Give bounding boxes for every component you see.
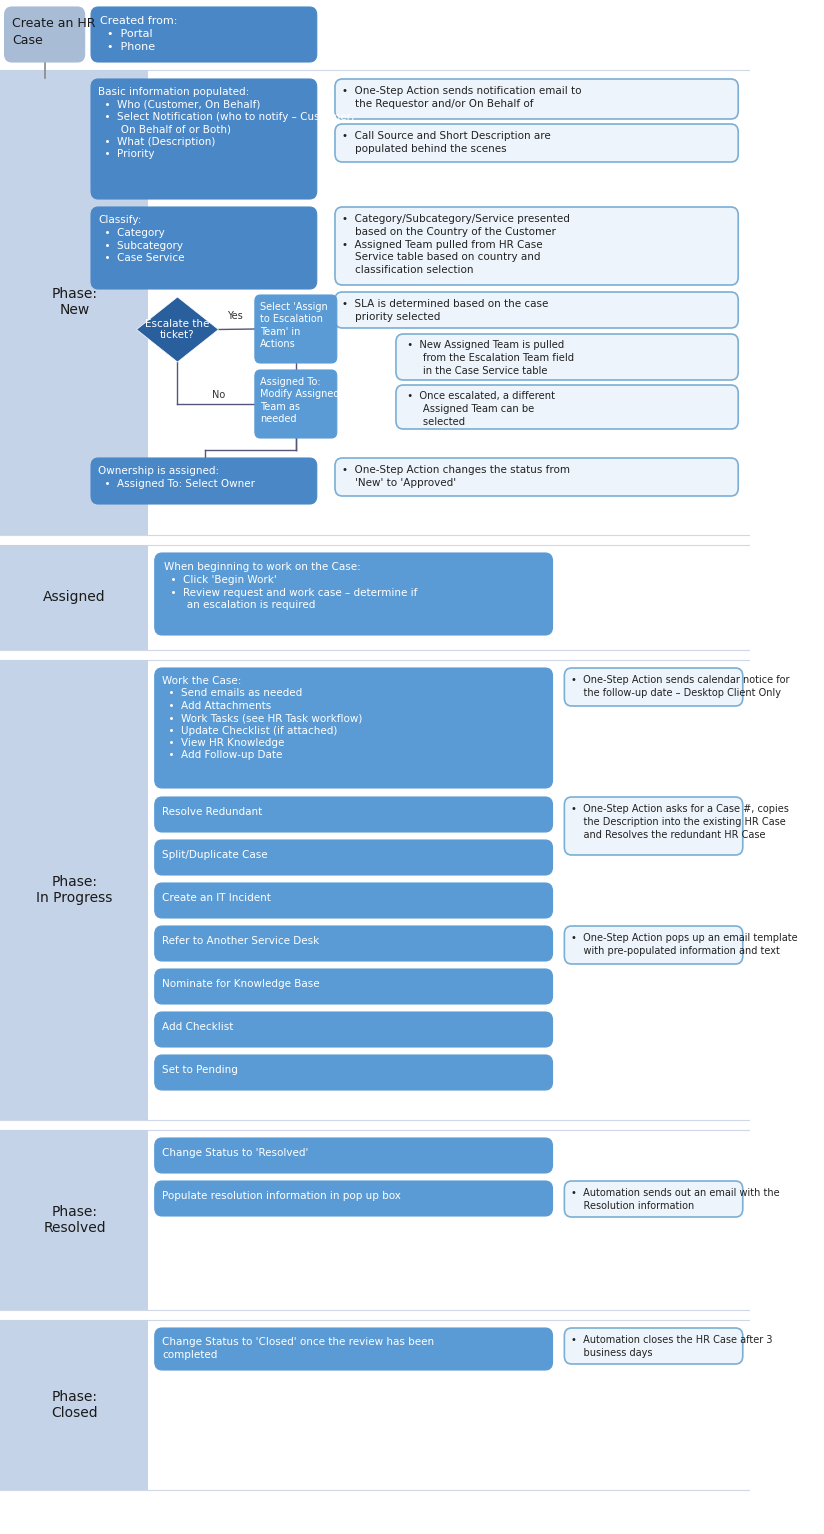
Text: Assigned: Assigned <box>44 591 106 604</box>
Bar <box>0 71 148 535</box>
FancyBboxPatch shape <box>5 8 85 61</box>
Text: Split/Duplicate Case: Split/Duplicate Case <box>162 850 268 861</box>
Text: No: No <box>212 390 225 400</box>
Text: Created from:
  •  Portal
  •  Phone: Created from: • Portal • Phone <box>101 15 177 52</box>
Text: Resolve Redundant: Resolve Redundant <box>162 807 262 818</box>
Text: •  One-Step Action changes the status from
    'New' to 'Approved': • One-Step Action changes the status fro… <box>342 465 570 488</box>
FancyBboxPatch shape <box>155 1181 553 1216</box>
FancyBboxPatch shape <box>564 1181 742 1216</box>
FancyBboxPatch shape <box>155 1328 553 1370</box>
Text: Work the Case:
  •  Send emails as needed
  •  Add Attachments
  •  Work Tasks (: Work the Case: • Send emails as needed •… <box>162 676 363 761</box>
Text: Change Status to 'Closed' once the review has been
completed: Change Status to 'Closed' once the revie… <box>162 1338 434 1359</box>
FancyBboxPatch shape <box>155 927 553 960</box>
Text: Phase:
In Progress: Phase: In Progress <box>36 874 113 905</box>
Polygon shape <box>137 298 218 362</box>
Text: •  SLA is determined based on the case
    priority selected: • SLA is determined based on the case pr… <box>342 299 549 322</box>
Text: •  Call Source and Short Description are
    populated behind the scenes: • Call Source and Short Description are … <box>342 130 551 153</box>
FancyBboxPatch shape <box>155 1138 553 1174</box>
Text: Create an IT Incident: Create an IT Incident <box>162 893 271 904</box>
FancyBboxPatch shape <box>155 884 553 917</box>
Text: •  One-Step Action sends notification email to
    the Requestor and/or On Behal: • One-Step Action sends notification ema… <box>342 86 582 109</box>
FancyBboxPatch shape <box>564 927 742 963</box>
Text: Phase:
Closed: Phase: Closed <box>51 1390 98 1420</box>
Text: Refer to Another Service Desk: Refer to Another Service Desk <box>162 936 319 946</box>
Text: Classify:
  •  Category
  •  Subcategory
  •  Case Service: Classify: • Category • Subcategory • Cas… <box>98 215 185 264</box>
Text: •  One-Step Action asks for a Case #, copies
    the Description into the existi: • One-Step Action asks for a Case #, cop… <box>571 804 789 839</box>
Bar <box>0 1131 148 1310</box>
Text: When beginning to work on the Case:
  •  Click 'Begin Work'
  •  Review request : When beginning to work on the Case: • Cl… <box>164 561 417 611</box>
Bar <box>0 660 148 1120</box>
FancyBboxPatch shape <box>396 385 738 430</box>
FancyBboxPatch shape <box>255 295 337 364</box>
Text: •  New Assigned Team is pulled
       from the Escalation Team field
       in t: • New Assigned Team is pulled from the E… <box>400 341 574 376</box>
Text: Phase:
Resolved: Phase: Resolved <box>44 1204 106 1235</box>
FancyBboxPatch shape <box>335 459 738 495</box>
Text: Nominate for Knowledge Base: Nominate for Knowledge Base <box>162 979 320 989</box>
FancyBboxPatch shape <box>335 124 738 163</box>
FancyBboxPatch shape <box>564 667 742 706</box>
FancyBboxPatch shape <box>155 667 553 788</box>
Text: Yes: Yes <box>227 311 243 321</box>
Text: Change Status to 'Resolved': Change Status to 'Resolved' <box>162 1147 308 1158</box>
FancyBboxPatch shape <box>564 798 742 854</box>
FancyBboxPatch shape <box>155 841 553 874</box>
FancyBboxPatch shape <box>255 370 337 439</box>
Text: Create an HR
Case: Create an HR Case <box>12 17 96 48</box>
FancyBboxPatch shape <box>155 552 553 635</box>
Text: •  One-Step Action pops up an email template
    with pre-populated information : • One-Step Action pops up an email templ… <box>571 933 798 956</box>
Text: Assigned To:
Modify Assigned
Team as
needed: Assigned To: Modify Assigned Team as nee… <box>260 377 339 425</box>
FancyBboxPatch shape <box>155 1055 553 1091</box>
Text: •  Automation closes the HR Case after 3
    business days: • Automation closes the HR Case after 3 … <box>571 1335 772 1358</box>
Text: Escalate the
ticket?: Escalate the ticket? <box>145 319 209 341</box>
Bar <box>0 545 148 650</box>
Text: Set to Pending: Set to Pending <box>162 1065 238 1075</box>
Text: Phase:
New: Phase: New <box>52 287 97 318</box>
Text: •  Category/Subcategory/Service presented
    based on the Country of the Custom: • Category/Subcategory/Service presented… <box>342 215 570 275</box>
FancyBboxPatch shape <box>564 1328 742 1364</box>
FancyBboxPatch shape <box>396 334 738 380</box>
Bar <box>0 1319 148 1490</box>
FancyBboxPatch shape <box>91 8 316 61</box>
Text: Add Checklist: Add Checklist <box>162 1022 233 1032</box>
FancyBboxPatch shape <box>155 969 553 1003</box>
FancyBboxPatch shape <box>335 291 738 328</box>
FancyBboxPatch shape <box>335 78 738 120</box>
FancyBboxPatch shape <box>91 207 316 288</box>
Text: Ownership is assigned:
  •  Assigned To: Select Owner: Ownership is assigned: • Assigned To: Se… <box>98 466 255 489</box>
FancyBboxPatch shape <box>91 78 316 199</box>
FancyBboxPatch shape <box>155 798 553 831</box>
FancyBboxPatch shape <box>91 459 316 505</box>
Text: •  Once escalated, a different
       Assigned Team can be
       selected: • Once escalated, a different Assigned T… <box>400 391 555 426</box>
Text: Populate resolution information in pop up box: Populate resolution information in pop u… <box>162 1190 401 1201</box>
Text: Basic information populated:
  •  Who (Customer, On Behalf)
  •  Select Notifica: Basic information populated: • Who (Cust… <box>98 87 354 160</box>
Text: •  One-Step Action sends calendar notice for
    the follow-up date – Desktop Cl: • One-Step Action sends calendar notice … <box>571 675 789 698</box>
FancyBboxPatch shape <box>335 207 738 285</box>
FancyBboxPatch shape <box>155 1012 553 1048</box>
Text: •  Automation sends out an email with the
    Resolution information: • Automation sends out an email with the… <box>571 1187 780 1210</box>
Text: Select 'Assign
to Escalation
Team' in
Actions: Select 'Assign to Escalation Team' in Ac… <box>260 302 328 350</box>
